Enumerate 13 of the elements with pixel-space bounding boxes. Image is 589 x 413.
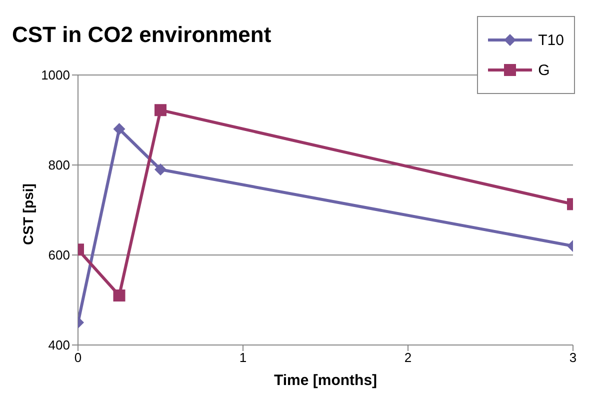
y-tick-label: 400 [48, 338, 70, 353]
y-tick-label: 800 [48, 158, 70, 173]
legend-label: G [538, 62, 550, 78]
y-tick-label: 600 [48, 248, 70, 263]
y-axis-title: CST [psi] [20, 184, 36, 245]
chart-title: CST in CO2 environment [12, 22, 272, 48]
x-tick-label: 3 [569, 350, 577, 366]
x-tick-label: 1 [239, 350, 247, 366]
x-tick-label: 2 [404, 350, 412, 366]
y-tick-label: 1000 [41, 68, 70, 83]
x-axis-title: Time [months] [274, 372, 378, 389]
legend-label: T10 [538, 32, 564, 48]
x-tick-label: 0 [74, 350, 82, 366]
